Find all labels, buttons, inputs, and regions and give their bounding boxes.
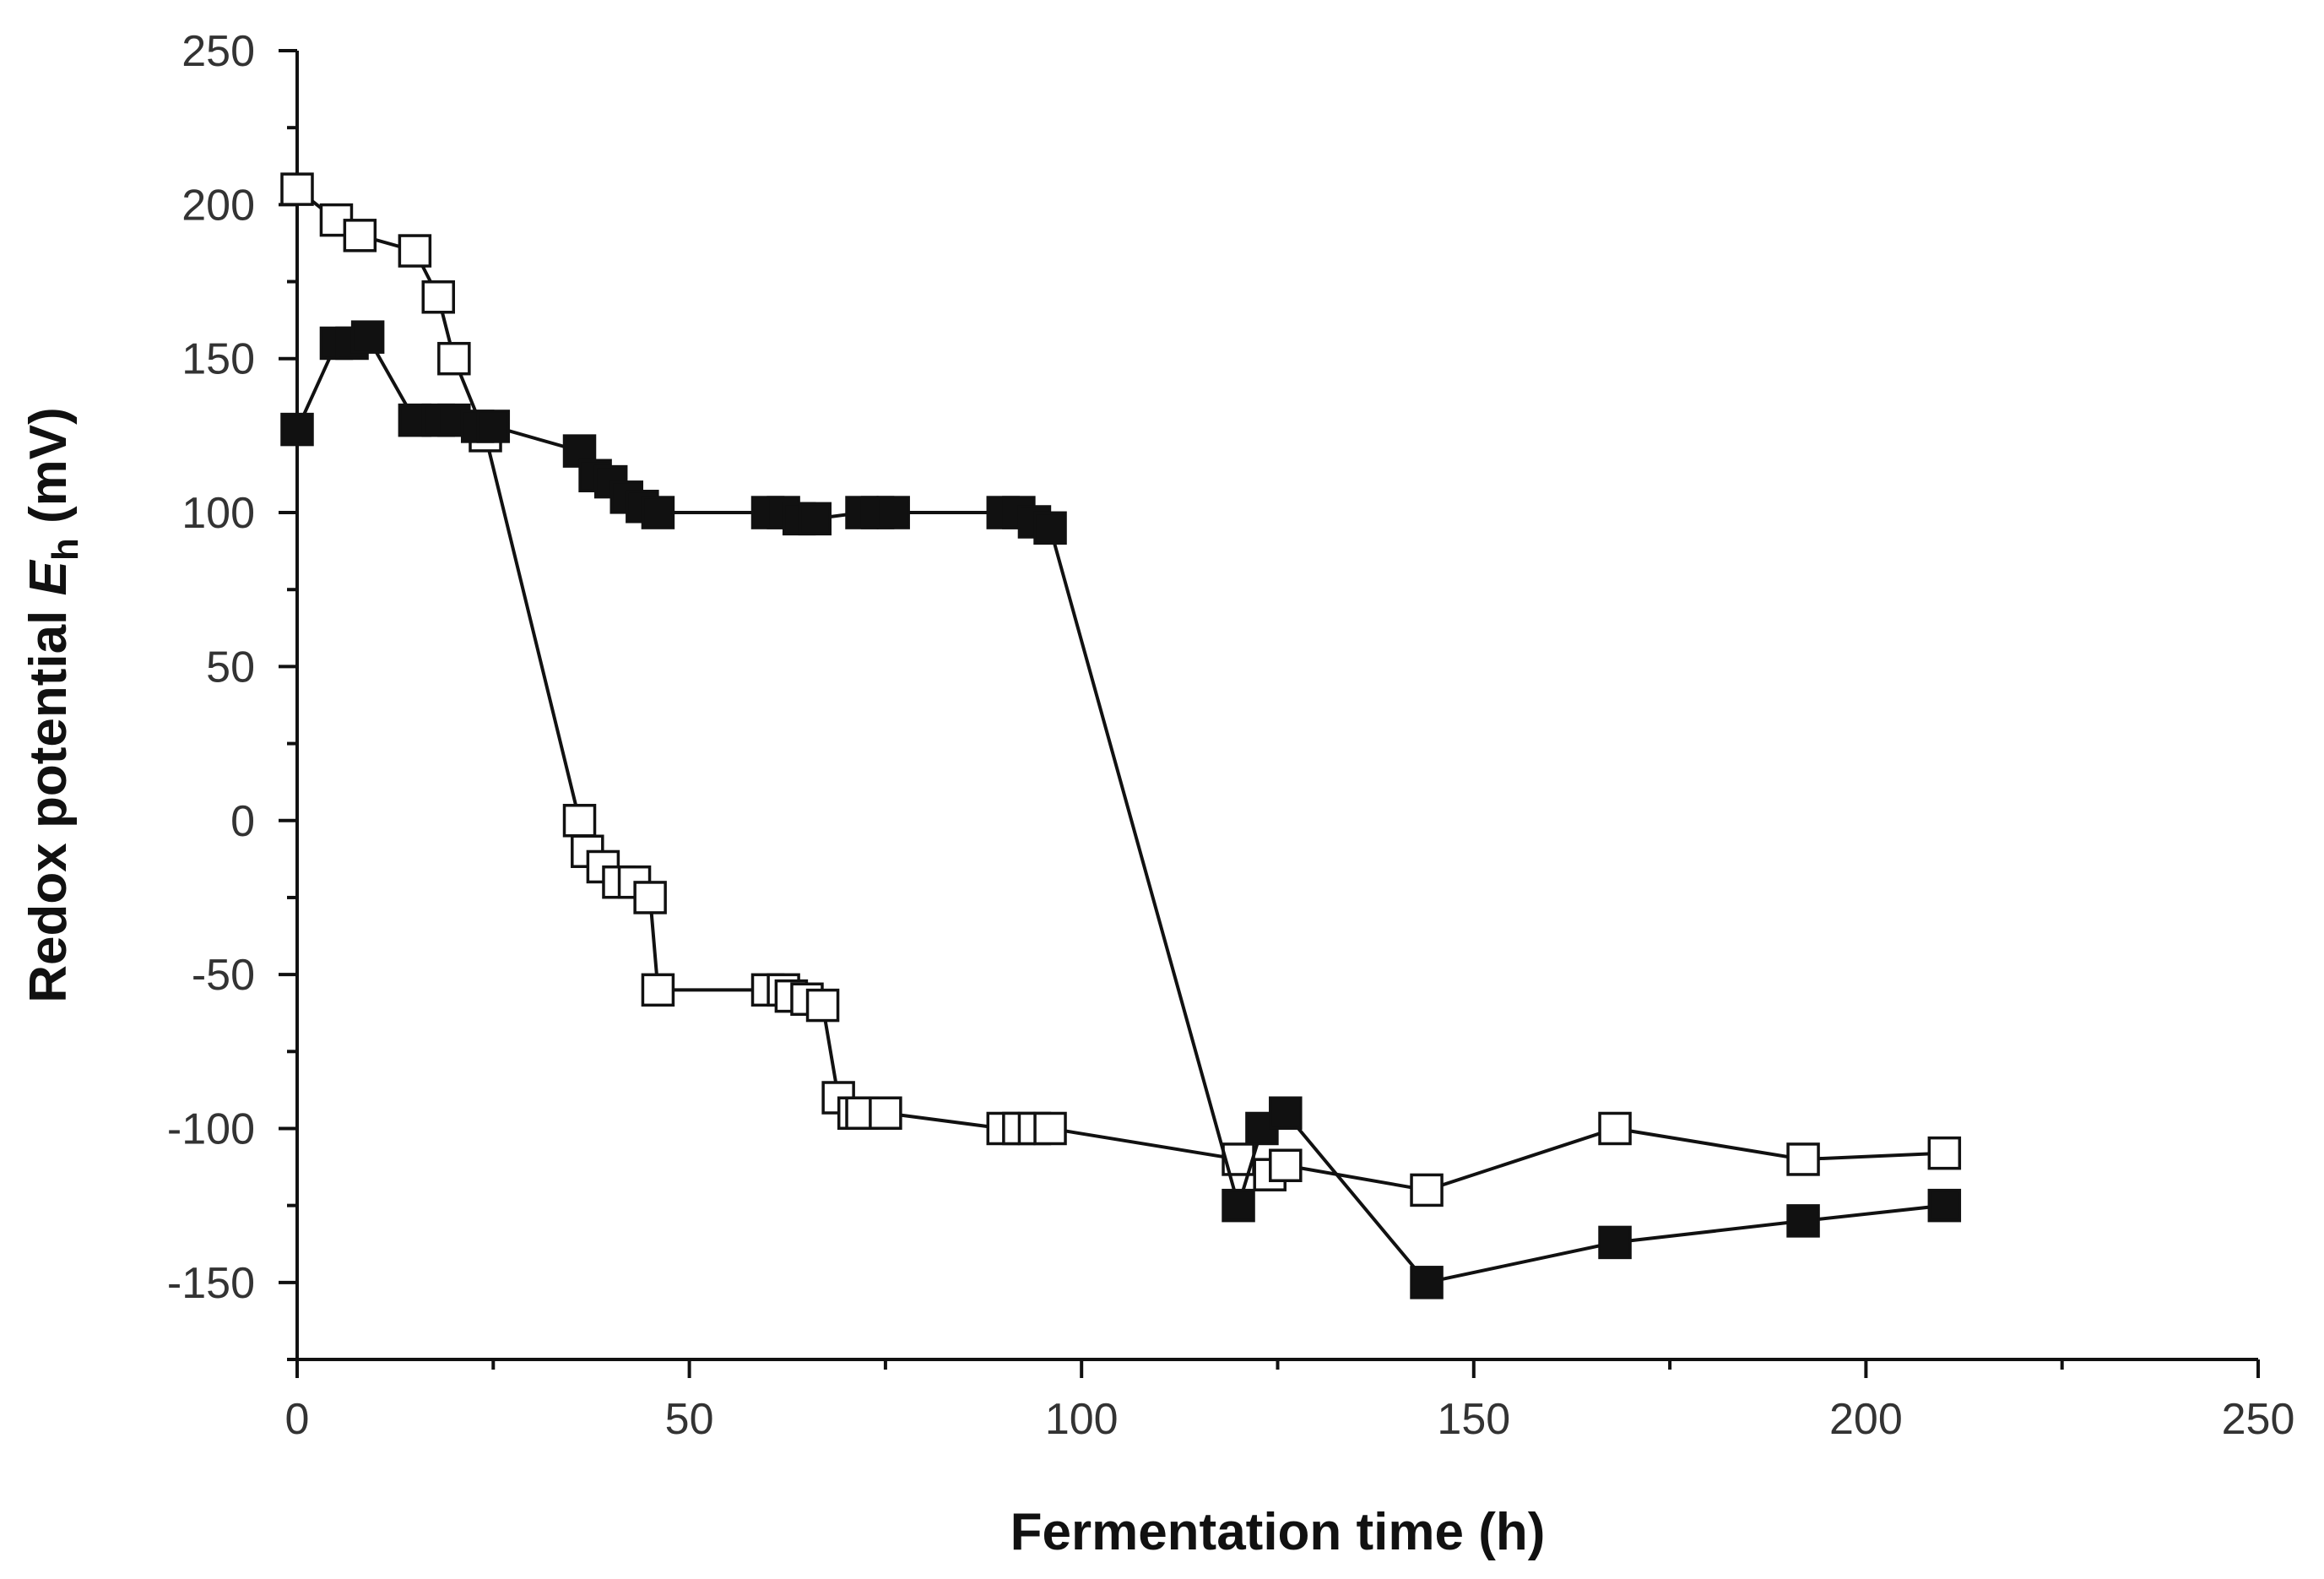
y-tick-label: -100 [167, 1104, 255, 1153]
open-square-marker [421, 280, 456, 314]
open-square-marker [1033, 1111, 1067, 1146]
open-square-marker [869, 1096, 902, 1130]
series [280, 172, 1962, 1300]
filled-square-marker [350, 320, 385, 354]
filled-square-marker [476, 410, 511, 443]
open-square-marker [1269, 1148, 1303, 1182]
x-tick-label: 0 [285, 1395, 310, 1444]
y-tick-label: 250 [181, 27, 255, 76]
open-square-marker [562, 804, 597, 838]
series-open-square [280, 172, 1962, 1207]
filled-square-marker [1222, 1188, 1255, 1223]
y-axis-title-main: Redox potential [19, 595, 78, 1002]
open-square-marker [633, 881, 667, 914]
x-tick-label: 50 [665, 1395, 714, 1444]
filled-square-marker [1410, 1266, 1444, 1300]
filled-square-marker [1269, 1096, 1303, 1130]
y-tick-label: 50 [206, 643, 255, 692]
y-tick-label: -50 [192, 951, 255, 1000]
open-square-marker [398, 234, 432, 268]
series-line [295, 187, 1945, 1192]
y-tick-label: 0 [230, 797, 255, 846]
y-axis-title: Redox potential Eh (mV) [19, 407, 86, 1003]
filled-square-marker [641, 496, 675, 529]
open-square-marker [641, 973, 675, 1007]
open-square-marker [1598, 1111, 1632, 1146]
filled-square-marker [280, 412, 314, 447]
open-square-marker [1410, 1173, 1444, 1207]
y-tick-label: -150 [167, 1259, 255, 1308]
filled-square-marker [798, 502, 832, 536]
y-axis-title-unit: (mV) [19, 407, 78, 538]
open-square-marker [1927, 1136, 1962, 1170]
ticks: 0 50 100 150 200 250 250 200 150 100 50 0 -50 -100 -15… [167, 27, 2294, 1444]
filled-square-marker [876, 496, 910, 529]
y-tick-label: 200 [181, 181, 255, 230]
x-tick-label: 100 [1045, 1395, 1119, 1444]
series-filled-square [280, 320, 1962, 1300]
y-tick-label: 100 [181, 489, 255, 538]
filled-square-marker [1033, 511, 1067, 545]
filled-square-marker [1786, 1204, 1820, 1238]
y-axis-title-symbol: E [19, 559, 78, 595]
open-square-marker [805, 988, 840, 1023]
x-tick-label: 250 [2222, 1395, 2295, 1444]
filled-square-marker [1927, 1188, 1962, 1223]
open-square-marker [343, 219, 377, 252]
x-tick-label: 150 [1437, 1395, 1510, 1444]
x-axis-title: Fermentation time (h) [1010, 1503, 1546, 1561]
x-tick-label: 200 [1829, 1395, 1903, 1444]
y-axis-title-subscript: h [45, 538, 86, 561]
filled-square-marker [1598, 1225, 1632, 1260]
open-square-marker [280, 172, 314, 206]
open-square-marker [437, 341, 471, 376]
open-square-marker [1786, 1142, 1820, 1176]
y-tick-label: 150 [181, 335, 255, 384]
